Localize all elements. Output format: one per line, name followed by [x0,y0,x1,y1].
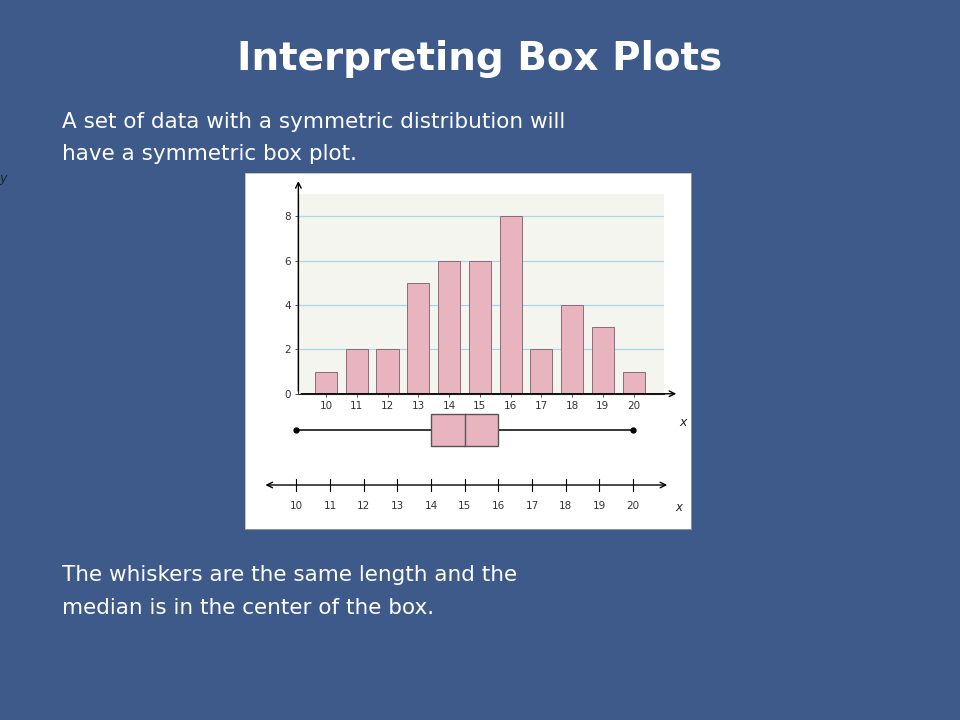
Text: 15: 15 [458,501,471,511]
Bar [530,349,552,394]
Text: 16: 16 [492,501,505,511]
Text: 12: 12 [357,501,371,511]
Text: x: x [675,501,682,514]
Text: 19: 19 [592,501,606,511]
Text: 20: 20 [626,501,639,511]
Text: 18: 18 [559,501,572,511]
Text: have a symmetric box plot.: have a symmetric box plot. [62,144,357,164]
Text: median is in the center of the box.: median is in the center of the box. [62,598,435,618]
Text: 14: 14 [424,501,438,511]
Bar [431,414,498,446]
Bar [315,372,337,394]
Text: y: y [0,172,7,185]
Text: The whiskers are the same length and the: The whiskers are the same length and the [62,565,517,585]
Text: 10: 10 [290,501,303,511]
Bar [623,372,645,394]
Text: 11: 11 [324,501,337,511]
Text: Interpreting Box Plots: Interpreting Box Plots [237,40,723,78]
Bar [438,261,460,394]
Bar [561,305,584,394]
Bar [468,261,491,394]
Bar [591,327,614,394]
Text: A set of data with a symmetric distribution will: A set of data with a symmetric distribut… [62,112,565,132]
Text: 13: 13 [391,501,404,511]
Bar [376,349,398,394]
Text: 17: 17 [525,501,539,511]
Text: x: x [680,416,687,429]
Bar [407,283,429,394]
Bar [346,349,368,394]
Bar [499,217,521,394]
